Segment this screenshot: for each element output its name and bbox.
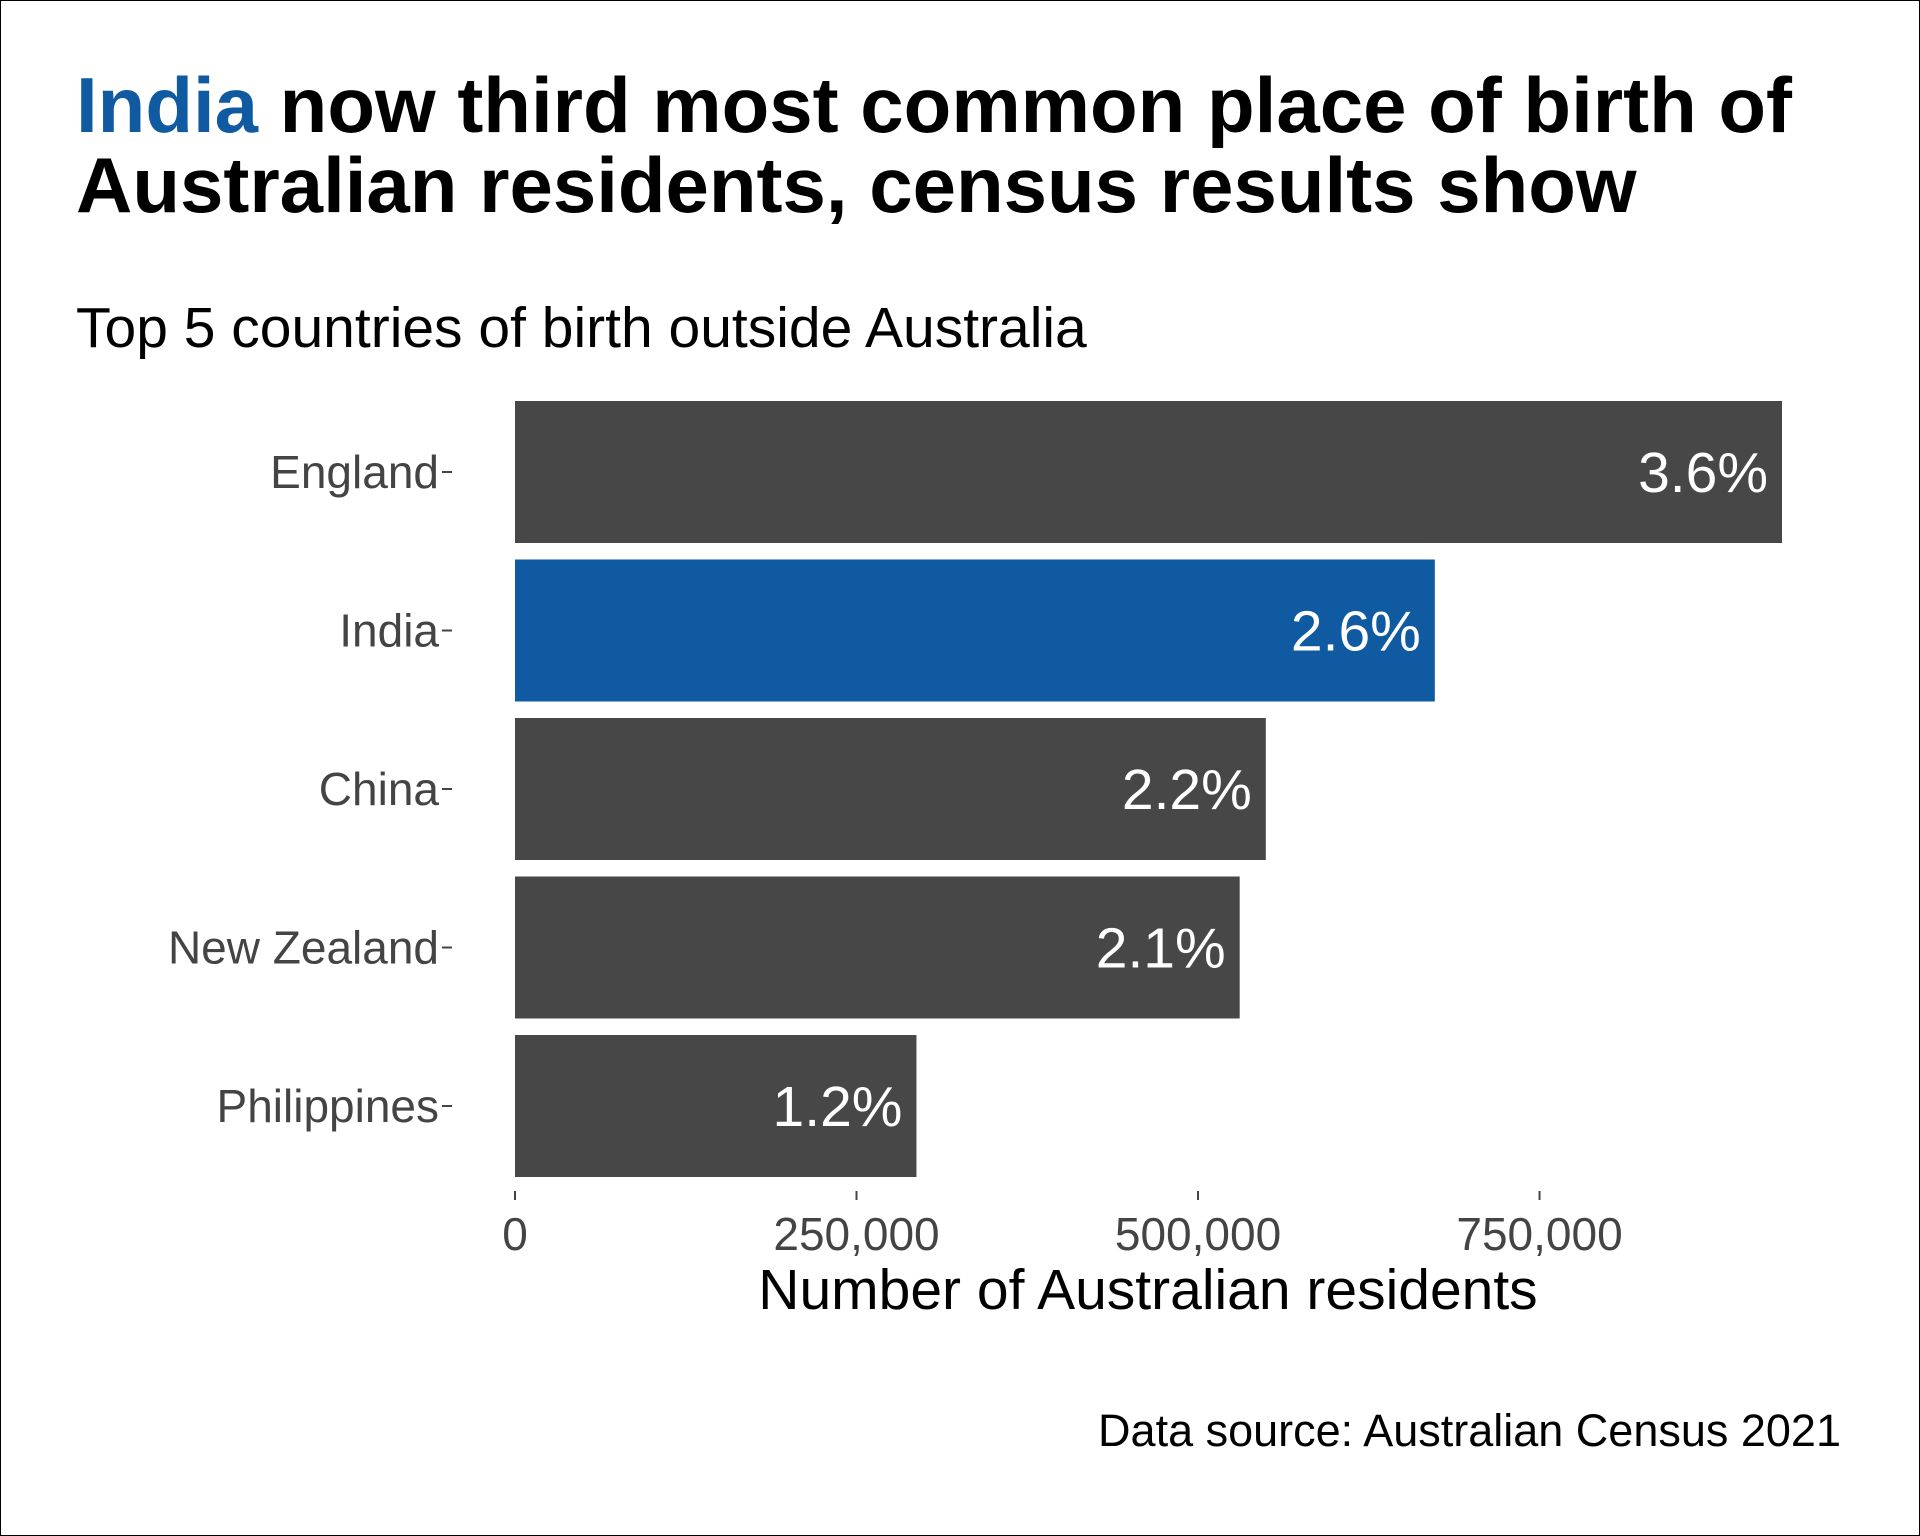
data-label-india: 2.6%	[1291, 600, 1421, 664]
data-source-caption: Data source: Australian Census 2021	[1098, 1405, 1841, 1456]
bar-philippines	[515, 1035, 917, 1177]
category-label-philippines: Philippines	[217, 1080, 439, 1132]
data-label-china: 2.2%	[1122, 758, 1252, 822]
bar-india	[515, 559, 1435, 702]
x-tick-label-2: 500,000	[1115, 1208, 1281, 1260]
chart-subtitle: Top 5 countries of birth outside Austral…	[76, 296, 1087, 360]
category-label-new-zealand: New Zealand	[168, 922, 439, 974]
data-label-new-zealand: 2.1%	[1096, 917, 1226, 981]
category-label-england: England	[270, 446, 439, 498]
x-tick-label-1: 250,000	[773, 1208, 939, 1260]
bar-china	[515, 718, 1266, 860]
category-label-china: China	[319, 763, 440, 815]
category-label-india: India	[339, 605, 439, 657]
x-tick-label-3: 750,000	[1456, 1208, 1622, 1260]
title-rest: now third most common place of birth of …	[76, 61, 1793, 229]
chart-title: India now third most common place of bir…	[76, 65, 1876, 225]
bar-england	[515, 401, 1782, 543]
category-axis: England India China New Zealand Philippines	[168, 446, 452, 1132]
data-label-england: 3.6%	[1638, 441, 1768, 505]
data-label-philippines: 1.2%	[773, 1075, 903, 1139]
x-axis-title: Number of Australian residents	[758, 1258, 1537, 1322]
x-tick-label-0: 0	[502, 1208, 528, 1260]
bars-layer: 3.6% 2.6% 2.2% 2.1% 1.2%	[515, 401, 1782, 1177]
value-axis: 0 250,000 500,000 750,000	[502, 1191, 1623, 1260]
title-highlight-word: India	[76, 61, 259, 149]
bar-new-zealand	[515, 876, 1240, 1019]
